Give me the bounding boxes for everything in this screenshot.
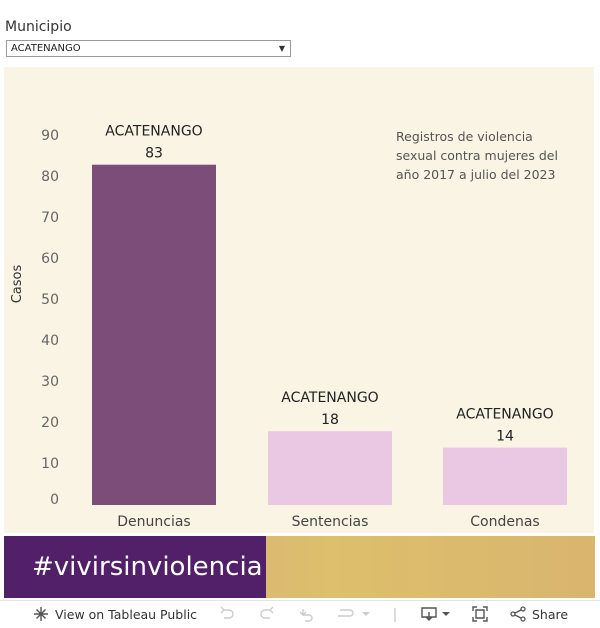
bar-label-value: 14 bbox=[496, 429, 514, 445]
revert-icon[interactable] bbox=[299, 606, 315, 622]
municipio-dropdown[interactable]: ACATENANGO ▼ bbox=[6, 40, 291, 57]
y-tick-label: 50 bbox=[41, 292, 59, 308]
bar-label-name: ACATENANGO bbox=[281, 390, 378, 406]
undo-icon[interactable] bbox=[219, 606, 235, 622]
bar-chart: Casos 0 10 20 30 40 50 60 70 80 90 ACATENANGO 83 Denu… bbox=[10, 124, 567, 530]
bar bbox=[92, 164, 216, 505]
chart-annotation: Registros de violencia sexual contra muj… bbox=[396, 129, 558, 182]
share-icon[interactable] bbox=[510, 606, 526, 622]
y-tick-label: 90 bbox=[41, 128, 59, 144]
chart-panel: Casos 0 10 20 30 40 50 60 70 80 90 ACATENANGO 83 Denu… bbox=[4, 67, 594, 533]
y-tick-label: 20 bbox=[41, 415, 59, 431]
x-tick-label: Sentencias bbox=[292, 514, 369, 530]
y-tick-label: 0 bbox=[50, 492, 59, 508]
bar-label-value: 83 bbox=[145, 146, 163, 162]
separator bbox=[394, 608, 396, 622]
refresh-icon[interactable] bbox=[336, 606, 370, 622]
x-tick-label: Denuncias bbox=[117, 514, 190, 530]
banner: #vivirsinviolencia bbox=[4, 536, 595, 598]
hashtag-banner: #vivirsinviolencia bbox=[4, 536, 266, 598]
view-on-tableau-link[interactable]: View on Tableau Public bbox=[55, 607, 198, 622]
y-tick-label: 70 bbox=[41, 210, 59, 226]
y-tick-label: 40 bbox=[41, 333, 59, 349]
y-tick-label: 60 bbox=[41, 251, 59, 267]
bar bbox=[443, 447, 567, 505]
y-axis-title: Casos bbox=[10, 265, 25, 304]
fullscreen-icon[interactable] bbox=[472, 606, 488, 622]
filter-label: Municipio bbox=[5, 19, 72, 35]
y-tick-label: 10 bbox=[41, 456, 59, 472]
dropdown-value: ACATENANGO bbox=[11, 43, 81, 54]
bar-label-name: ACATENANGO bbox=[456, 407, 553, 423]
y-tick-label: 30 bbox=[41, 374, 59, 390]
share-button[interactable]: Share bbox=[532, 607, 569, 622]
tableau-icon[interactable] bbox=[33, 606, 49, 622]
bar-label-value: 18 bbox=[321, 412, 339, 428]
chevron-down-icon: ▼ bbox=[278, 44, 285, 53]
redo-icon[interactable] bbox=[259, 606, 275, 622]
download-icon[interactable] bbox=[420, 606, 452, 622]
x-tick-label: Condenas bbox=[470, 514, 539, 530]
bar-label-name: ACATENANGO bbox=[105, 124, 202, 140]
bar bbox=[268, 431, 392, 505]
toolbar: View on Tableau Public Share bbox=[0, 600, 600, 628]
y-tick-label: 80 bbox=[41, 169, 59, 185]
